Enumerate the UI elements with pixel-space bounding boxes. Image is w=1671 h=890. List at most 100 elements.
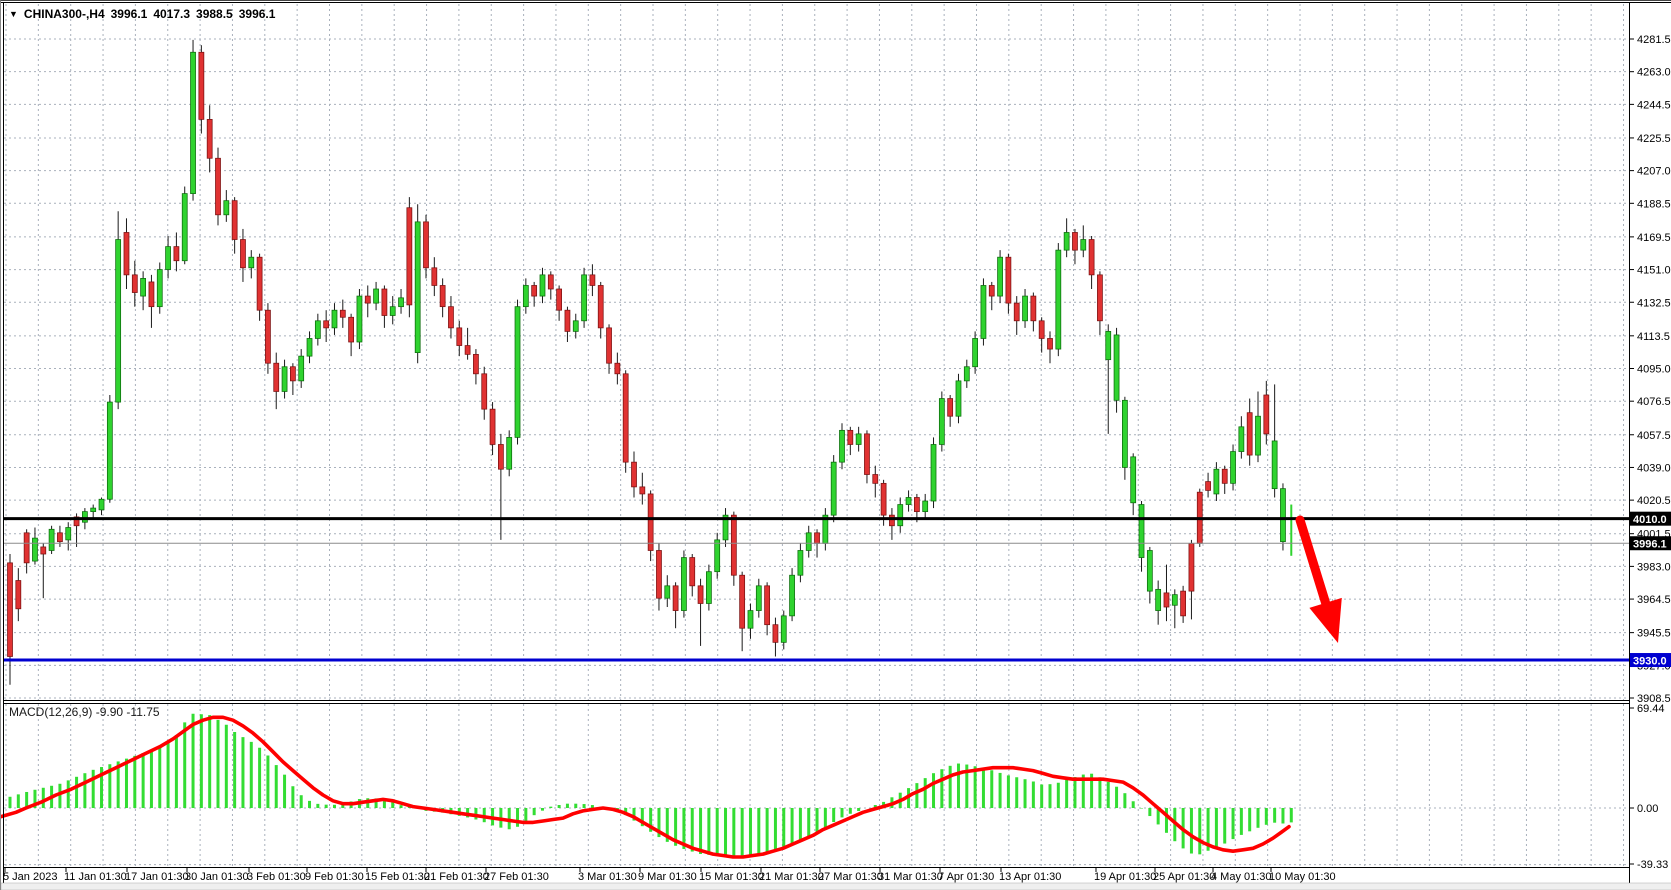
time-tick-label: 5 Jan 2023: [3, 871, 57, 883]
symbol-dropdown-icon[interactable]: ▼: [9, 8, 18, 19]
bull-candle-body: [664, 585, 671, 599]
bear-candle-body: [206, 119, 213, 159]
bull-candle-body: [747, 610, 754, 629]
time-tick-label: 19 Apr 01:30: [1094, 871, 1156, 883]
bull-candle-body: [1238, 426, 1245, 452]
bull-candle-body: [82, 511, 88, 523]
bear-candle-body: [215, 157, 221, 216]
price-tick-label: 4039.0: [1637, 462, 1671, 474]
bull-candle-body: [789, 574, 795, 617]
bear-candle-body: [381, 288, 388, 316]
price-badge-label: 4010.0: [1633, 514, 1667, 526]
bull-candle-body: [414, 221, 421, 353]
bull-candle-body: [1146, 550, 1153, 592]
bear-candle-body: [290, 366, 296, 382]
bull-candle-body: [722, 514, 729, 541]
bull-candle-body: [248, 256, 255, 269]
price-tick-label: 4263.0: [1637, 67, 1671, 79]
bull-candle-body: [1063, 232, 1070, 251]
price-badge-label: 3996.1: [1633, 539, 1667, 551]
horizontal-scrollbar[interactable]: [1, 882, 1671, 890]
bear-candle-body: [423, 221, 429, 269]
time-tick-label: 21 Feb 01:30: [424, 871, 489, 883]
bull-candle-body: [1138, 504, 1145, 558]
macd-axis[interactable]: 69.44 0.00 -39.33: [1629, 703, 1668, 871]
bear-candle-body: [872, 474, 879, 484]
bear-candle-body: [173, 246, 180, 262]
bear-candle-body: [814, 532, 820, 544]
bull-candle-body: [1155, 588, 1162, 611]
gridlines: [4, 4, 1629, 867]
bear-candle-body: [57, 532, 63, 543]
sell-arrow-annotation[interactable]: [1295, 515, 1342, 643]
bull-candle-body: [972, 338, 978, 368]
bull-candle-body: [1113, 334, 1120, 401]
time-tick-label: 10 May 01:30: [1269, 871, 1336, 883]
price-badge: [1630, 536, 1671, 551]
bear-candle-body: [323, 320, 330, 329]
arrow-head: [1309, 597, 1342, 643]
price-tick-label: 4076.5: [1637, 396, 1671, 408]
bear-candle-body: [1038, 320, 1045, 339]
price-tick-label: 4244.5: [1637, 99, 1671, 111]
price-tick-label: 4113.5: [1637, 331, 1670, 343]
price-axis[interactable]: 4281.5 4263.0 4244.5 4225.5 4207.0 4188.5 4169…: [1629, 34, 1671, 705]
bear-candle-body: [1005, 256, 1012, 304]
bear-candle-body: [947, 398, 954, 417]
bull-candle-body: [1271, 440, 1278, 490]
bear-candle-body: [339, 309, 346, 318]
macd-tick-label: 0.00: [1637, 803, 1658, 815]
bull-candle-body: [839, 429, 845, 463]
bull-candle-body: [1255, 415, 1261, 456]
chart-title: ▼ CHINA300-,H4 3996.1 4017.3 3988.5 3996…: [9, 7, 275, 21]
bear-candle-body: [880, 482, 887, 516]
price-tick-label: 4225.5: [1637, 133, 1671, 145]
bear-candle-body: [1097, 274, 1103, 322]
bear-candle-body: [1030, 295, 1037, 322]
bull-candle-body: [855, 433, 862, 445]
bull-candle-body: [32, 537, 38, 562]
bull-candle-body: [1105, 331, 1112, 361]
bear-candle-body: [1205, 481, 1211, 491]
bear-candle-body: [473, 353, 479, 375]
bull-candle-body: [1080, 239, 1087, 251]
time-tick-label: 27 Mar 01:30: [818, 871, 883, 883]
bear-candle-body: [448, 306, 454, 329]
bull-candle-body: [780, 615, 787, 643]
bear-candle-body: [1088, 239, 1095, 276]
bear-candle-body: [564, 309, 571, 332]
bear-candle-body: [123, 232, 130, 276]
bear-candle-body: [730, 514, 737, 576]
bull-candle-body: [356, 295, 363, 343]
macd-signal-line: [1, 715, 1291, 859]
price-tick-label: 4095.0: [1637, 364, 1671, 376]
horizontal-price-lines[interactable]: [4, 517, 1629, 662]
bear-candle-body: [231, 200, 238, 240]
bull-candle-body: [522, 285, 529, 308]
bear-candle-body: [481, 373, 488, 410]
macd-current-value: -9.90: [95, 705, 124, 719]
bull-candle-body: [389, 306, 396, 316]
macd-layer: [1, 713, 1293, 859]
macd-tick-label: 69.44: [1637, 703, 1665, 715]
bull-candle-body: [714, 539, 721, 573]
bear-candle-body: [914, 497, 920, 512]
price-tick-label: 4169.5: [1637, 232, 1671, 244]
bear-candle-body: [672, 585, 679, 611]
price-tick-label: 3945.5: [1637, 628, 1671, 640]
bear-candle-body: [1180, 590, 1186, 617]
bear-candle-body: [7, 562, 13, 657]
bear-candle-body: [1072, 232, 1078, 251]
bull-candle-body: [156, 269, 163, 308]
time-tick-label: 3 Feb 01:30: [247, 871, 306, 883]
bear-candle-body: [772, 624, 779, 643]
bull-candle-body: [115, 239, 122, 403]
bear-candle-body: [656, 550, 662, 599]
price-tick-label: 3964.5: [1637, 594, 1671, 606]
price-tick-label: 3983.0: [1637, 561, 1671, 573]
bull-candle-body: [373, 288, 379, 304]
time-tick-label: 7 Apr 01:30: [938, 871, 994, 883]
